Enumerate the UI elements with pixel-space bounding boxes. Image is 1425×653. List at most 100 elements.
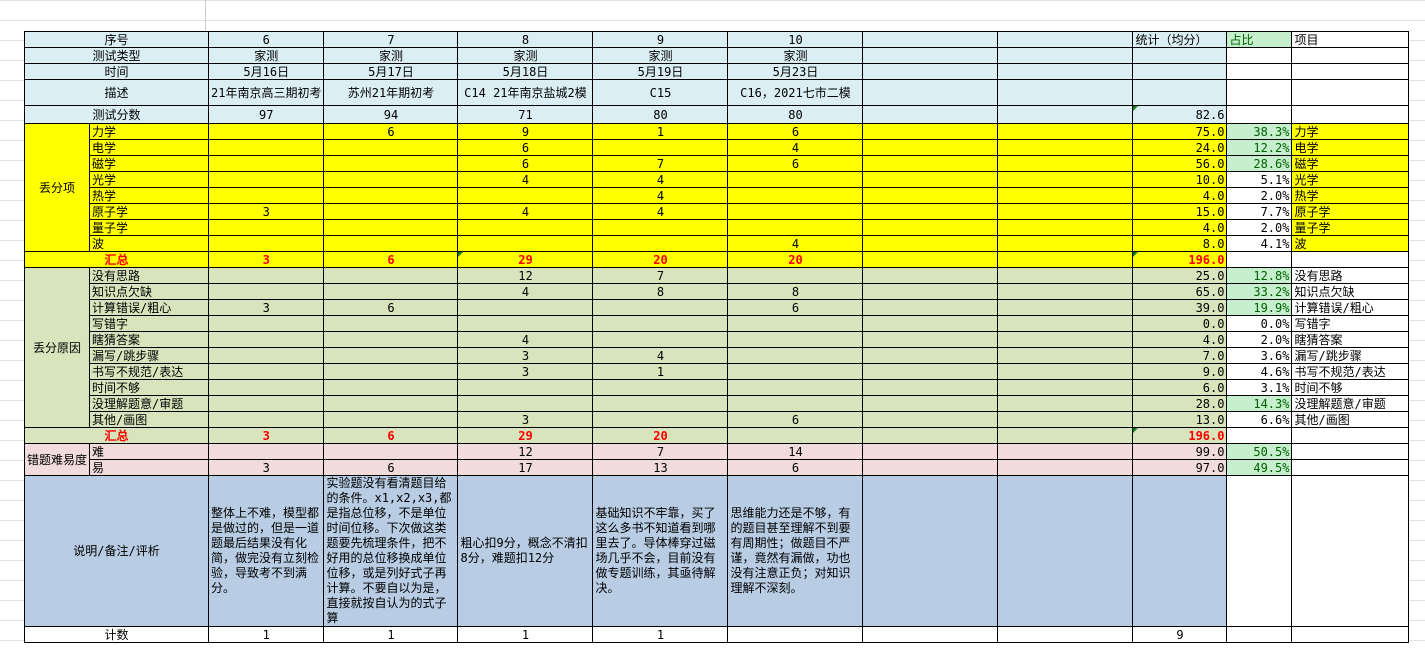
cell[interactable]: 6 bbox=[727, 155, 864, 172]
item-cell[interactable]: 热学 bbox=[1291, 187, 1410, 204]
cell[interactable]: 6 bbox=[323, 459, 459, 476]
cell[interactable]: C16，2021七市二模 bbox=[727, 79, 864, 106]
cell[interactable] bbox=[862, 139, 999, 156]
cell[interactable] bbox=[208, 411, 325, 428]
stat-cell[interactable]: 10.0 bbox=[1132, 171, 1228, 188]
cell[interactable] bbox=[457, 235, 594, 252]
stat-cell[interactable]: 39.0 bbox=[1132, 299, 1228, 316]
ratio-cell[interactable]: 38.3% bbox=[1226, 123, 1293, 140]
stat-cell[interactable]: 0.0 bbox=[1132, 315, 1228, 332]
item-header[interactable]: 项目 bbox=[1291, 31, 1410, 48]
cell[interactable]: 6 bbox=[457, 139, 594, 156]
cell[interactable] bbox=[997, 331, 1134, 348]
cell[interactable] bbox=[862, 251, 999, 268]
ratio-cell[interactable] bbox=[1226, 427, 1293, 444]
ratio-cell[interactable] bbox=[1226, 475, 1293, 627]
cell[interactable] bbox=[862, 443, 999, 460]
cell[interactable]: 80 bbox=[727, 105, 864, 124]
spreadsheet-grid[interactable]: 序号 6 7 8 9 10 统计（均分） 占比 项目 测试类型 家测 家测 家测 家测 家测 时间 5月16日 5… bbox=[23, 31, 1410, 643]
cell[interactable] bbox=[862, 203, 999, 220]
row-label[interactable]: 其他/画图 bbox=[89, 411, 210, 428]
cell[interactable]: 5月19日 bbox=[592, 63, 729, 80]
cell[interactable]: 3 bbox=[457, 411, 594, 428]
cell[interactable]: 1 bbox=[592, 626, 729, 643]
cell[interactable]: 7 bbox=[592, 267, 729, 284]
cell[interactable] bbox=[323, 411, 459, 428]
ratio-cell[interactable]: 49.5% bbox=[1226, 459, 1293, 476]
cell[interactable] bbox=[862, 63, 999, 80]
cell[interactable] bbox=[997, 363, 1134, 380]
row-label[interactable]: 易 bbox=[89, 459, 210, 476]
stat-cell[interactable] bbox=[1132, 79, 1228, 106]
cell[interactable] bbox=[862, 331, 999, 348]
row-label[interactable]: 计算错误/粗心 bbox=[89, 299, 210, 316]
item-cell[interactable] bbox=[1291, 79, 1410, 106]
ratio-cell[interactable]: 50.5% bbox=[1226, 443, 1293, 460]
stat-cell[interactable]: 28.0 bbox=[1132, 395, 1228, 412]
cell[interactable] bbox=[862, 187, 999, 204]
cell[interactable] bbox=[1291, 626, 1410, 643]
section-label[interactable]: 错题难易度 bbox=[23, 443, 91, 476]
stat-cell[interactable]: 8.0 bbox=[1132, 235, 1228, 252]
row-label[interactable]: 时间不够 bbox=[89, 379, 210, 396]
cell[interactable] bbox=[208, 443, 325, 460]
cell[interactable] bbox=[862, 171, 999, 188]
cell[interactable] bbox=[208, 283, 325, 300]
cell[interactable] bbox=[862, 395, 999, 412]
cell[interactable] bbox=[208, 331, 325, 348]
note-cell[interactable]: 粗心扣9分，概念不清扣8分，难题扣12分 bbox=[457, 475, 594, 627]
cell[interactable]: 3 bbox=[457, 363, 594, 380]
total-cell[interactable]: 6 bbox=[323, 251, 459, 268]
cell[interactable]: 苏州21年期初考 bbox=[323, 79, 459, 106]
cell[interactable] bbox=[592, 235, 729, 252]
total-cell[interactable]: 3 bbox=[208, 427, 325, 444]
cell[interactable] bbox=[323, 283, 459, 300]
cell[interactable] bbox=[727, 363, 864, 380]
cell[interactable] bbox=[862, 363, 999, 380]
item-cell[interactable] bbox=[1291, 427, 1410, 444]
ratio-cell[interactable]: 4.1% bbox=[1226, 235, 1293, 252]
cell[interactable] bbox=[997, 427, 1134, 444]
cell[interactable] bbox=[592, 139, 729, 156]
cell[interactable] bbox=[208, 171, 325, 188]
count-label[interactable]: 计数 bbox=[23, 626, 210, 643]
item-cell[interactable]: 知识点欠缺 bbox=[1291, 283, 1410, 300]
item-cell[interactable]: 磁学 bbox=[1291, 155, 1410, 172]
total-cell[interactable]: 3 bbox=[208, 251, 325, 268]
cell[interactable]: 5月18日 bbox=[457, 63, 594, 80]
cell[interactable] bbox=[323, 139, 459, 156]
total-cell[interactable]: 6 bbox=[323, 427, 459, 444]
stat-header[interactable]: 统计（均分） bbox=[1132, 31, 1228, 48]
cell[interactable] bbox=[862, 31, 999, 48]
ratio-cell[interactable]: 6.6% bbox=[1226, 411, 1293, 428]
cell[interactable]: 8 bbox=[457, 31, 594, 48]
cell[interactable] bbox=[208, 347, 325, 364]
row-label[interactable]: 原子学 bbox=[89, 203, 210, 220]
cell[interactable] bbox=[208, 395, 325, 412]
cell[interactable] bbox=[862, 379, 999, 396]
total-label[interactable]: 汇总 bbox=[23, 427, 210, 444]
cell[interactable]: 6 bbox=[457, 155, 594, 172]
cell[interactable] bbox=[862, 105, 999, 124]
cell[interactable] bbox=[323, 187, 459, 204]
item-cell[interactable]: 写错字 bbox=[1291, 315, 1410, 332]
total-cell[interactable]: 20 bbox=[727, 251, 864, 268]
cell[interactable]: 家测 bbox=[727, 47, 864, 64]
item-cell[interactable]: 没理解题意/审题 bbox=[1291, 395, 1410, 412]
cell[interactable]: 5月17日 bbox=[323, 63, 459, 80]
cell[interactable]: 6 bbox=[323, 299, 459, 316]
row-label[interactable]: 力学 bbox=[89, 123, 210, 140]
cell[interactable] bbox=[997, 411, 1134, 428]
cell[interactable] bbox=[997, 315, 1134, 332]
cell[interactable] bbox=[997, 63, 1134, 80]
cell[interactable]: 5月16日 bbox=[208, 63, 325, 80]
cell[interactable] bbox=[862, 267, 999, 284]
ratio-cell[interactable] bbox=[1226, 251, 1293, 268]
stat-cell[interactable]: 24.0 bbox=[1132, 139, 1228, 156]
cell[interactable] bbox=[323, 315, 459, 332]
cell[interactable]: 4 bbox=[592, 187, 729, 204]
cell[interactable]: 12 bbox=[457, 267, 594, 284]
cell[interactable] bbox=[323, 379, 459, 396]
ratio-cell[interactable]: 4.6% bbox=[1226, 363, 1293, 380]
cell[interactable]: 5月23日 bbox=[727, 63, 864, 80]
